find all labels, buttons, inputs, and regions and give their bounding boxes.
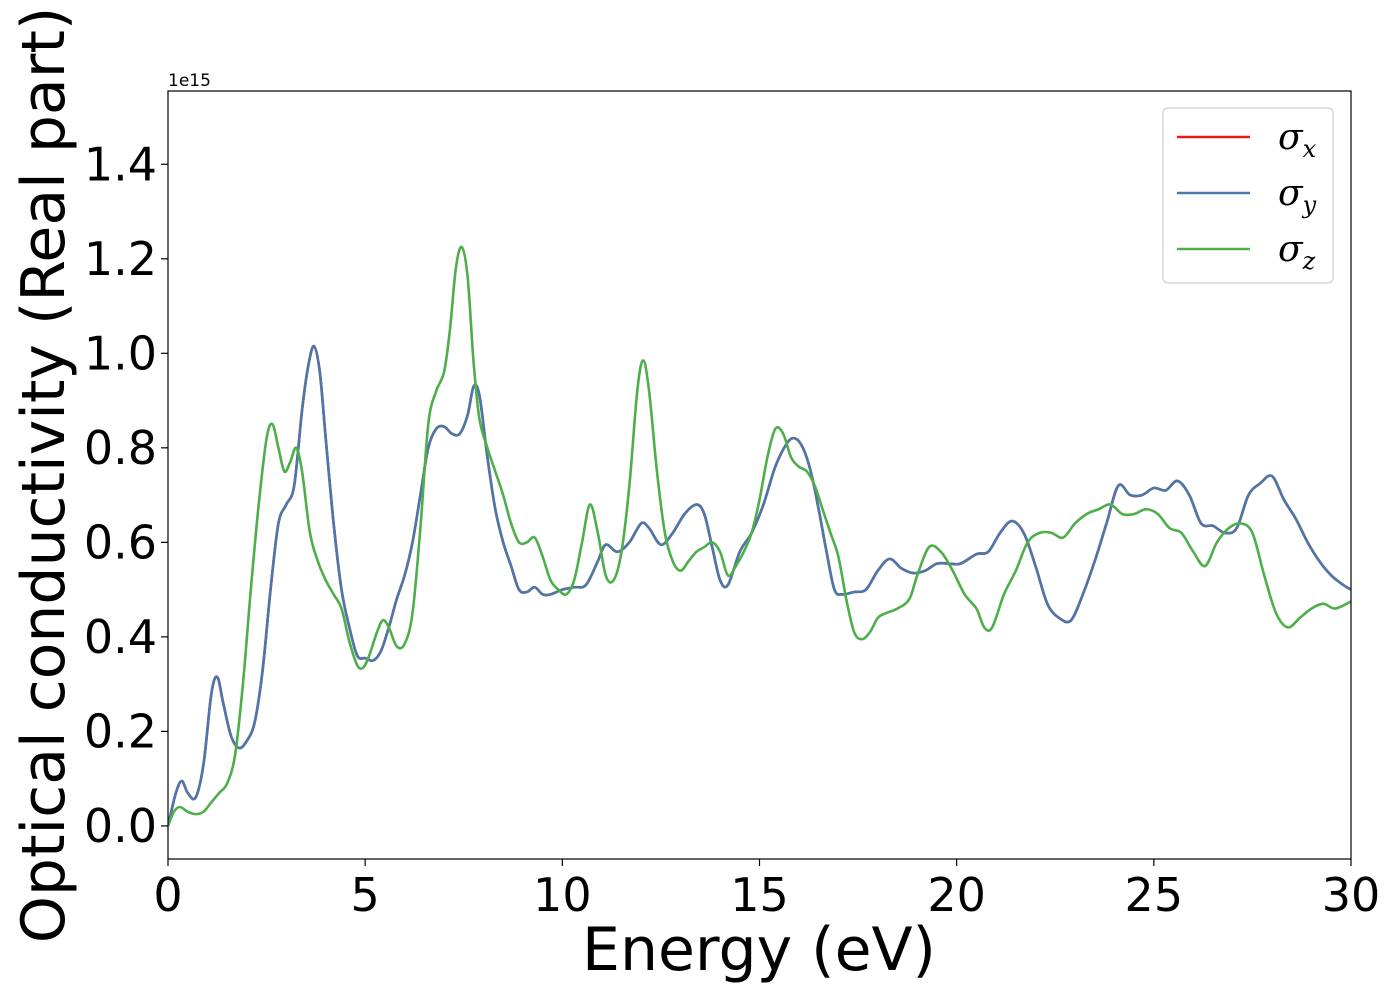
- legend-symbol: σ: [1278, 173, 1304, 214]
- legend-subscript: z: [1302, 247, 1316, 275]
- series-line-y: [168, 344, 1351, 827]
- legend-subscript: x: [1303, 135, 1317, 163]
- x-tick-label: 25: [1125, 868, 1184, 922]
- y-tick-label: 1.0: [84, 326, 157, 380]
- legend-box: [1162, 107, 1334, 284]
- legend-label-x: σx: [1278, 117, 1317, 163]
- series-group: [168, 245, 1351, 827]
- y-axis-ticks: 0.0 0.2 0.4 0.6 0.8 1.0 1.2 1.4: [84, 137, 168, 853]
- x-tick-label: 20: [927, 868, 986, 922]
- x-tick-label: 10: [533, 868, 592, 922]
- x-tick-label: 0: [153, 868, 182, 922]
- y-tick-label: 0.0: [84, 799, 157, 853]
- x-axis-ticks: 0 5 10 15 20 25 30: [153, 859, 1380, 922]
- legend-label-z: σz: [1278, 229, 1316, 275]
- y-tick-label: 1.4: [84, 137, 157, 191]
- legend-subscript: y: [1302, 191, 1317, 219]
- y-tick-label: 1.2: [84, 232, 157, 286]
- y-tick-label: 0.2: [84, 704, 157, 758]
- y-axis-label: Optical conductivity (Real part): [9, 7, 79, 944]
- y-offset-label: 1e15: [168, 71, 211, 91]
- legend-symbol: σ: [1278, 117, 1304, 158]
- x-tick-label: 30: [1322, 868, 1381, 922]
- x-axis-label: Energy (eV): [582, 915, 936, 985]
- legend-symbol: σ: [1278, 229, 1304, 270]
- y-tick-label: 0.6: [84, 515, 157, 569]
- y-tick-label: 0.8: [84, 421, 157, 475]
- legend-label-y: σy: [1278, 173, 1317, 219]
- plot-area: [167, 90, 1352, 860]
- y-tick-label: 0.4: [84, 610, 157, 664]
- x-tick-label: 15: [730, 868, 789, 922]
- x-tick-label: 5: [351, 868, 380, 922]
- series-line-z: [168, 245, 1351, 827]
